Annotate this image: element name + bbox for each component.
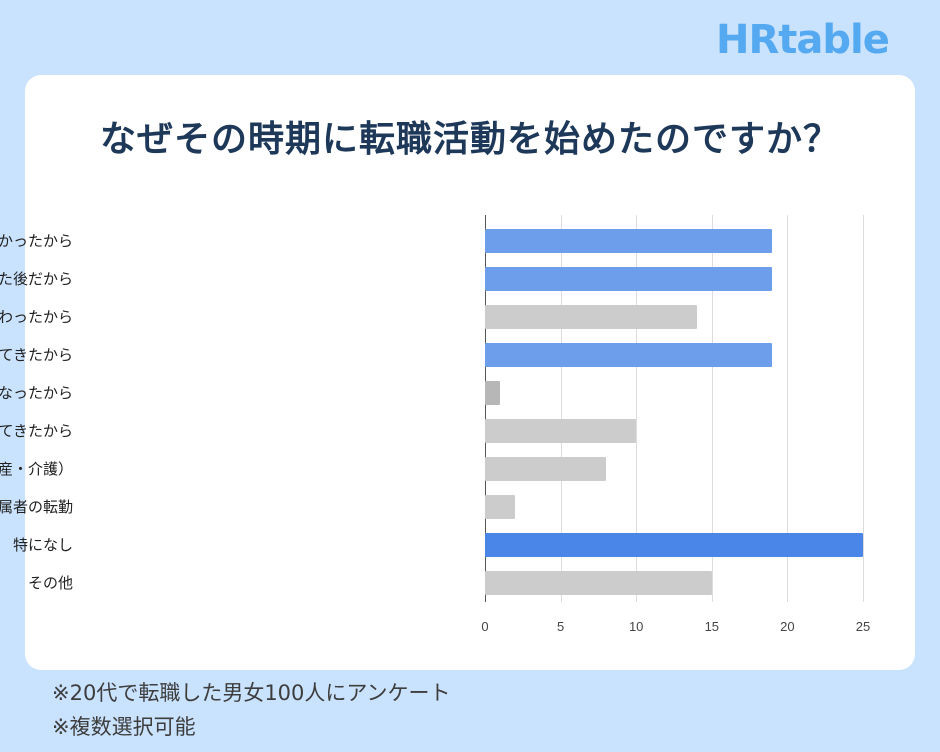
bar bbox=[485, 343, 773, 367]
bar bbox=[485, 457, 606, 481]
bar bbox=[485, 495, 516, 519]
gridline bbox=[711, 215, 713, 602]
x-tick-label: 5 bbox=[556, 619, 565, 634]
footnotes: ※20代で転職した男女100人にアンケート ※複数選択可能 bbox=[52, 676, 451, 744]
category-label: 繁忙期が終わったから bbox=[0, 308, 73, 326]
bar bbox=[485, 419, 637, 443]
footnote-multiple-choice: ※複数選択可能 bbox=[52, 715, 196, 739]
brand-logo: HRtable bbox=[716, 17, 890, 63]
x-tick-label: 20 bbox=[780, 619, 795, 634]
category-label: 賞与をもらった後だから bbox=[0, 270, 73, 288]
gridline bbox=[787, 215, 789, 602]
category-label: 降格/減給になったから bbox=[0, 384, 73, 402]
category-label: 配属の変更/組織体制の変更により不満が出てきたから bbox=[0, 346, 73, 364]
bar-chart-plot-area: 年度初め/期が変わるタイミングに入社したかったから 賞与をもらった後だから 繁忙… bbox=[0, 215, 870, 634]
category-label: 体調を崩し、回復してきたから bbox=[0, 422, 73, 440]
category-label: 特になし bbox=[12, 536, 73, 554]
footnote-survey: ※20代で転職した男女100人にアンケート bbox=[52, 681, 451, 705]
category-label: その他 bbox=[27, 574, 73, 592]
y-axis-line bbox=[485, 215, 486, 602]
bar bbox=[485, 305, 697, 329]
x-tick-label: 10 bbox=[628, 619, 644, 634]
bar bbox=[485, 229, 773, 253]
x-tick-label: 0 bbox=[481, 619, 489, 634]
gridline bbox=[560, 215, 562, 602]
chart-title: なぜその時期に転職活動を始めたのですか？ bbox=[99, 119, 840, 160]
bar bbox=[485, 571, 712, 595]
x-tick-label: 15 bbox=[704, 619, 720, 634]
gridline bbox=[636, 215, 638, 602]
bar bbox=[485, 533, 863, 557]
gridline bbox=[863, 215, 864, 602]
bar bbox=[485, 267, 773, 291]
category-label: 年度初め/期が変わるタイミングに入社したかったから bbox=[0, 232, 73, 250]
category-label: 配属者の転勤 bbox=[0, 498, 73, 516]
chart-card: なぜその時期に転職活動を始めたのですか？ 年度初め/期が変わるタイミングに入社し… bbox=[0, 75, 915, 670]
bar bbox=[485, 381, 501, 405]
x-tick-label: 25 bbox=[855, 619, 871, 634]
category-label: ライフイベント（結婚・出産・介護） bbox=[0, 460, 73, 478]
